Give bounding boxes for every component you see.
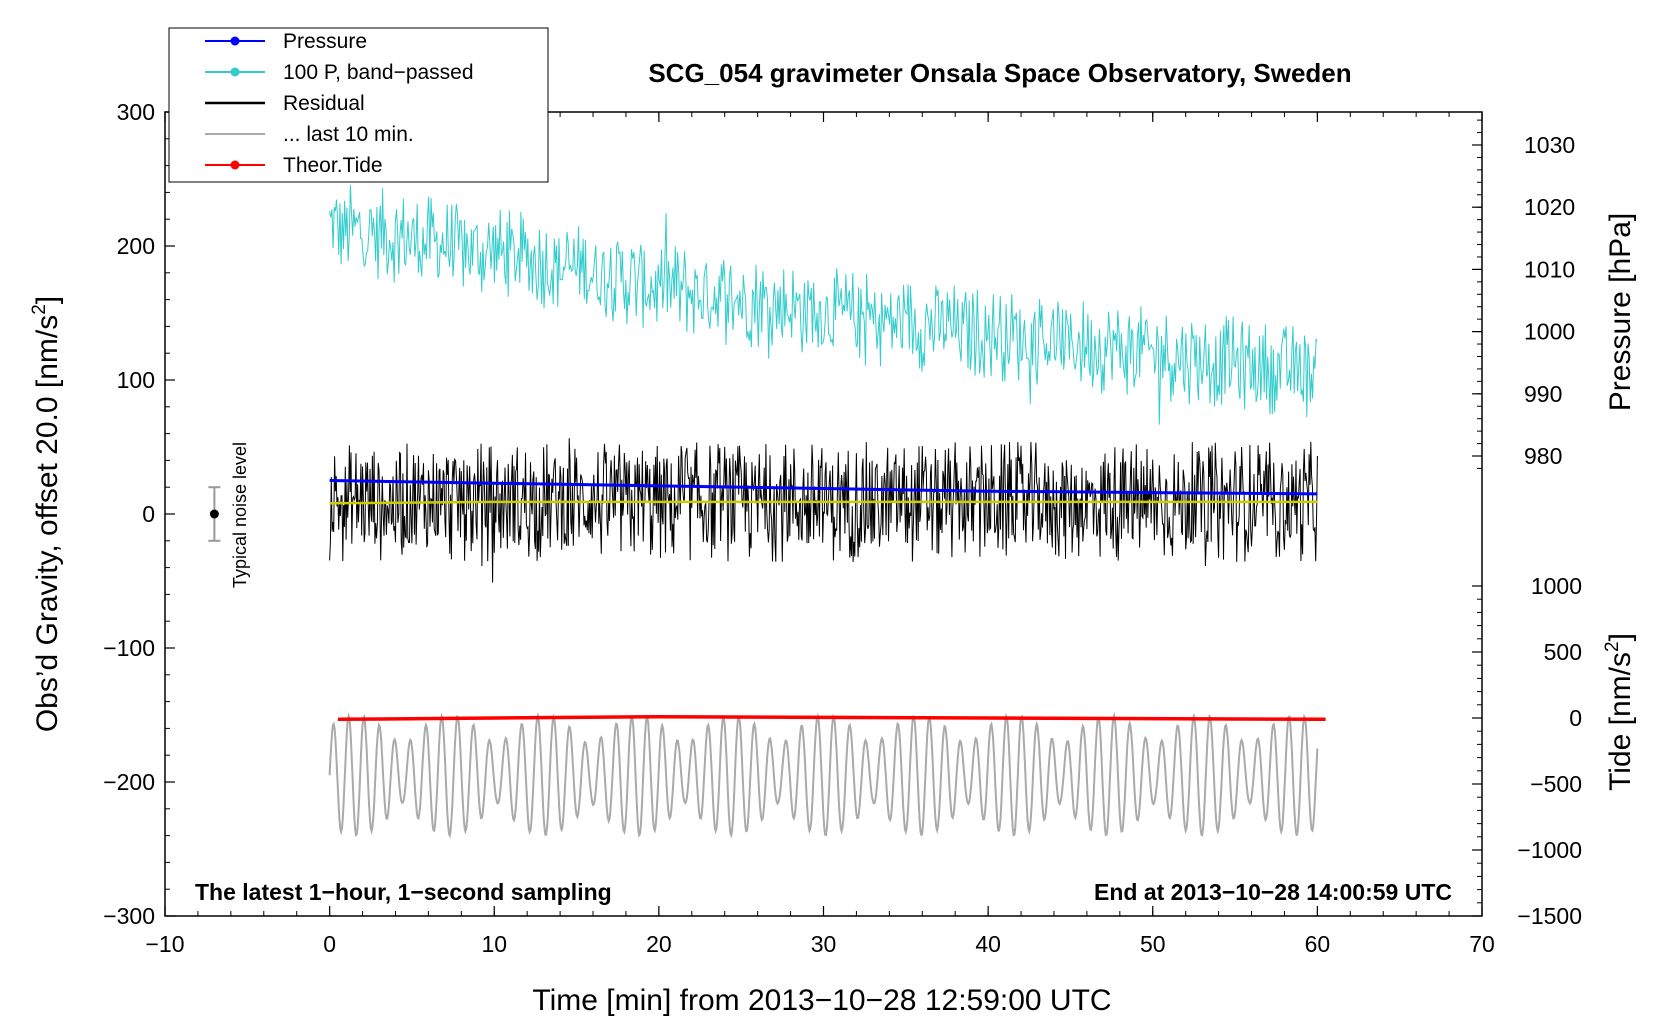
y-axis-label-left: Obs’d Gravity, offset 20.0 [nm/s2] [29,296,64,732]
x-axis-label: Time [min] from 2013−10−28 12:59:00 UTC [532,984,1111,1017]
legend-marker [230,36,240,46]
tide-tick-label: 1000 [1531,573,1582,599]
series-pressure [329,479,1318,496]
series-theoretical-tide [337,714,1326,722]
x-tick-label: 0 [323,931,336,957]
tide-tick-label: −1000 [1517,837,1582,863]
legend-marker [230,160,240,170]
y-tick-label: −300 [103,903,155,929]
noise-label: Typical noise level [230,442,250,588]
pressure-tick-label: 1030 [1524,132,1575,158]
pressure-tick-label: 980 [1524,443,1562,469]
pressure-tick-label: 1010 [1524,256,1575,282]
legend: Pressure 100 P, band−passed Residual ... la… [168,27,549,183]
legend-label: Theor.Tide [283,154,383,177]
x-tick-label: 10 [481,931,507,957]
x-tick-label: 60 [1305,931,1331,957]
x-tick-label: 70 [1469,931,1495,957]
axis-ticks: −10 0 10 20 30 40 50 60 703002001000−100−200−300… [103,99,1582,957]
x-tick-label: 50 [1140,931,1166,957]
tide-tick-label: 500 [1544,639,1582,665]
x-tick-label: 30 [811,931,837,957]
series-residual [329,438,1318,583]
pressure-tick-label: 1000 [1524,319,1575,345]
legend-label: ... last 10 min. [283,123,414,146]
annotation-left: The latest 1−hour, 1−second sampling [195,879,612,905]
y-tick-label: 200 [117,233,155,259]
legend-label: Residual [283,92,365,115]
annotation-right: End at 2013−10−28 14:00:59 UTC [1094,879,1452,905]
series-layer [328,184,1326,839]
y-tick-label: 300 [117,99,155,125]
series-residual-mean [329,500,1318,505]
legend-label: Pressure [283,30,367,53]
x-tick-label: −10 [145,931,184,957]
legend-marker [230,67,240,77]
y-axis-label-pressure: Pressure [hPa] [1604,213,1637,411]
x-tick-label: 20 [646,931,672,957]
noise-bar [208,486,221,542]
series-last-10-min [328,711,1319,839]
pressure-tick-label: 990 [1524,381,1562,407]
tide-tick-label: −500 [1530,771,1582,797]
legend-label: 100 P, band−passed [283,61,474,84]
y-tick-label: −200 [103,769,155,795]
y-tick-label: 0 [142,501,155,527]
x-tick-label: 40 [975,931,1001,957]
chart-title: SCG_054 gravimeter Onsala Space Observat… [648,58,1351,88]
series-band-passed-pressure [329,184,1318,425]
y-tick-label: −100 [103,635,155,661]
tide-tick-label: −1500 [1517,903,1582,929]
pressure-tick-label: 1020 [1524,194,1575,220]
y-axis-label-tide: Tide [nm/s2] [1602,633,1637,791]
tide-tick-label: 0 [1569,705,1582,731]
noise-bar-center-dot [209,509,219,519]
y-tick-label: 100 [117,367,155,393]
